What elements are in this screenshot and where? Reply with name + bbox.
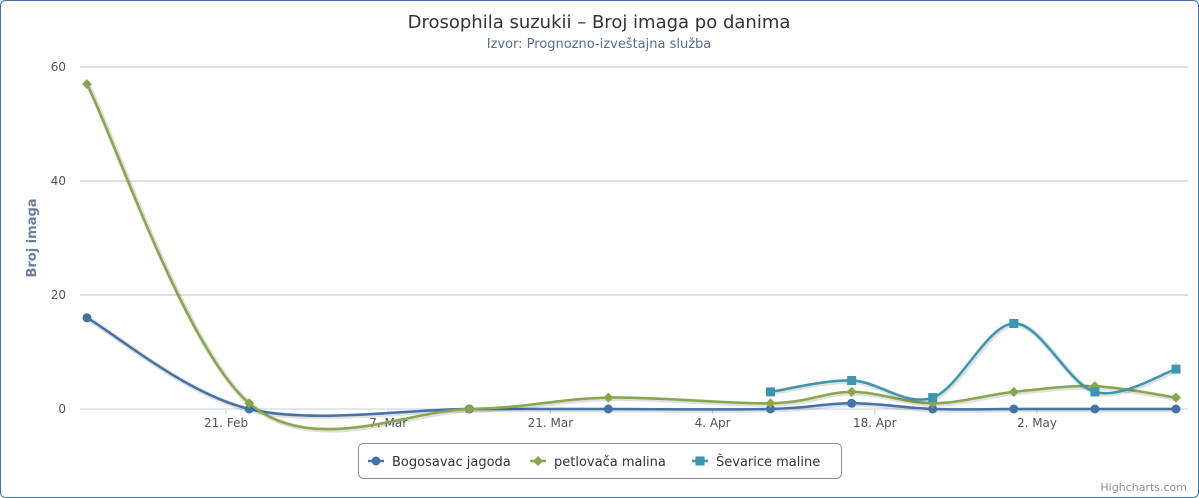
x-tick-label: 21. Mar	[528, 416, 574, 430]
data-point	[1090, 404, 1100, 414]
data-point	[847, 398, 857, 408]
x-tick-label: 4. Apr	[695, 416, 731, 430]
data-point	[1008, 386, 1019, 397]
data-point	[82, 79, 92, 90]
legend-item-2[interactable]: Ševarice maline	[692, 454, 820, 470]
data-point	[1009, 319, 1019, 328]
data-point	[82, 313, 92, 323]
data-point	[1171, 364, 1181, 374]
data-point	[847, 376, 857, 385]
credits-link[interactable]: Highcharts.com	[1100, 481, 1187, 494]
series-layer	[82, 79, 1181, 433]
data-point	[928, 404, 938, 414]
data-point	[846, 386, 857, 397]
series-2	[766, 319, 1181, 404]
y-tick-label: 60	[51, 60, 66, 74]
legend-box	[358, 443, 842, 479]
chart-title: Drosophila suzukii – Broj imaga po danim…	[408, 12, 791, 33]
data-point	[1171, 392, 1181, 403]
x-tick-label: 21. Feb	[204, 416, 248, 430]
data-point	[1090, 387, 1100, 397]
data-point	[765, 398, 776, 409]
legend-symbol-marker	[533, 456, 543, 466]
data-point	[1171, 404, 1181, 414]
legend[interactable]: Bogosavac jagoda petlovača malina Ševarice…	[358, 443, 842, 479]
legend-symbol-marker	[371, 456, 381, 466]
y-tick-label: 0	[58, 402, 66, 416]
x-tick-label: 2. May	[1017, 416, 1057, 430]
data-point	[244, 398, 255, 409]
legend-label: Ševarice maline	[716, 454, 820, 470]
series-0	[82, 313, 1181, 420]
legend-item-0[interactable]: Bogosavac jagoda	[368, 455, 511, 470]
data-point	[603, 404, 613, 414]
data-point	[464, 404, 475, 414]
data-point	[766, 404, 776, 414]
y-tick-label: 20	[51, 288, 66, 302]
x-tick-label: 18. Apr	[853, 416, 897, 430]
y-axis-label: Broj imaga	[25, 198, 40, 277]
legend-label: Bogosavac jagoda	[392, 455, 511, 470]
y-tick-label: 40	[51, 174, 66, 188]
data-point	[766, 387, 776, 397]
data-point	[603, 392, 614, 403]
series-1	[82, 79, 1181, 433]
data-point	[1009, 404, 1019, 414]
chart-subtitle: Izvor: Prognozno-izveštajna služba	[487, 37, 712, 52]
legend-item-1[interactable]: petlovača malina	[530, 455, 666, 470]
legend-symbol-marker	[695, 456, 705, 466]
data-point	[928, 393, 938, 403]
legend-label: petlovača malina	[554, 455, 666, 470]
